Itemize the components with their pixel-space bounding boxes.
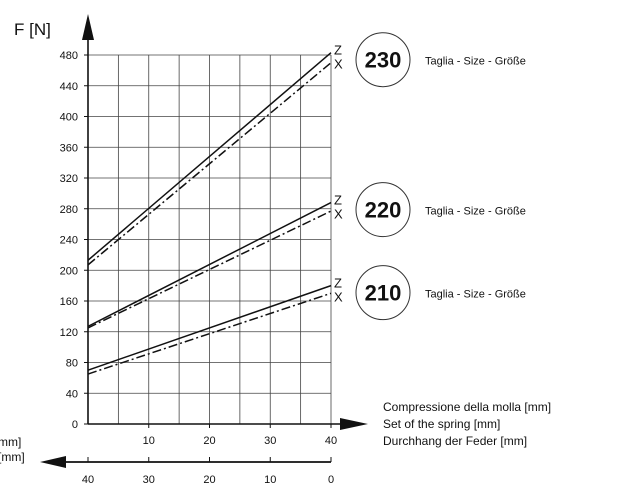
size-badge-circle	[355, 182, 411, 238]
x2-tick-label: 20	[203, 474, 215, 486]
x2-tick-label: 10	[264, 474, 276, 486]
x2-tick-label: 40	[82, 474, 94, 486]
y-axis-title: F [N]	[14, 20, 51, 39]
x-tick-label: 40	[325, 435, 337, 447]
axes	[40, 14, 368, 468]
y-tick-label: 80	[66, 358, 78, 370]
grid	[88, 54, 332, 424]
x-tick-label: 10	[143, 435, 155, 447]
y-tick-label: 160	[60, 296, 78, 308]
series-line-220-z	[87, 201, 332, 328]
x2-tick-label: 30	[143, 474, 155, 486]
series-label-x: X	[334, 207, 343, 222]
y-tick-label: 40	[66, 388, 78, 400]
x-axis-description-line-3: Durchhang der Feder [mm]	[383, 434, 527, 448]
x2-axis-arrowhead	[40, 456, 66, 468]
series-label-z: Z	[334, 193, 342, 208]
y-axis-arrowhead	[82, 14, 94, 40]
y-tick-label: 0	[72, 419, 78, 431]
y-tick-label: 400	[60, 112, 78, 124]
size-badge-label: Taglia - Size - Größe	[425, 56, 526, 68]
x2-tick-label: 0	[328, 474, 334, 486]
x-axis-arrowhead	[340, 418, 368, 430]
size-badge-circle	[355, 265, 411, 321]
size-badge-number: 210	[365, 281, 402, 306]
series-label-z: Z	[334, 43, 342, 58]
y-tick-label: 360	[60, 142, 78, 154]
series-line-220-x	[87, 210, 332, 329]
y-tick-label: 280	[60, 204, 78, 216]
series-label-x: X	[334, 290, 343, 305]
x-axis-description-line-2: Set of the spring [mm]	[383, 417, 500, 431]
size-badge-label: Taglia - Size - Größe	[425, 289, 526, 301]
y-tick-label: 440	[60, 81, 78, 93]
series-line-230-z	[87, 52, 332, 261]
x-tick-label: 30	[264, 435, 276, 447]
size-badge-label: Taglia - Size - Größe	[425, 206, 526, 218]
y-tick-label: 120	[60, 327, 78, 339]
x-axis-description-line-1: Compressione della molla [mm]	[383, 400, 551, 414]
x2-axis-description-line-2: [mm]	[0, 450, 25, 464]
x2-axis-description-line-1: mm]	[0, 435, 21, 449]
y-tick-label: 480	[60, 50, 78, 62]
y-tick-label: 200	[60, 265, 78, 277]
series-label-x: X	[334, 57, 343, 72]
series-label-z: Z	[334, 276, 342, 291]
x-tick-label: 20	[203, 435, 215, 447]
size-badge-number: 220	[365, 198, 402, 223]
y-tick-label: 240	[60, 235, 78, 247]
size-badge-circle	[355, 32, 411, 88]
series-lines	[87, 52, 332, 375]
series-line-230-x	[87, 62, 332, 266]
size-badge-number: 230	[365, 48, 402, 73]
y-tick-label: 320	[60, 173, 78, 185]
series-line-210-z	[87, 284, 332, 371]
series-line-210-x	[87, 292, 332, 375]
